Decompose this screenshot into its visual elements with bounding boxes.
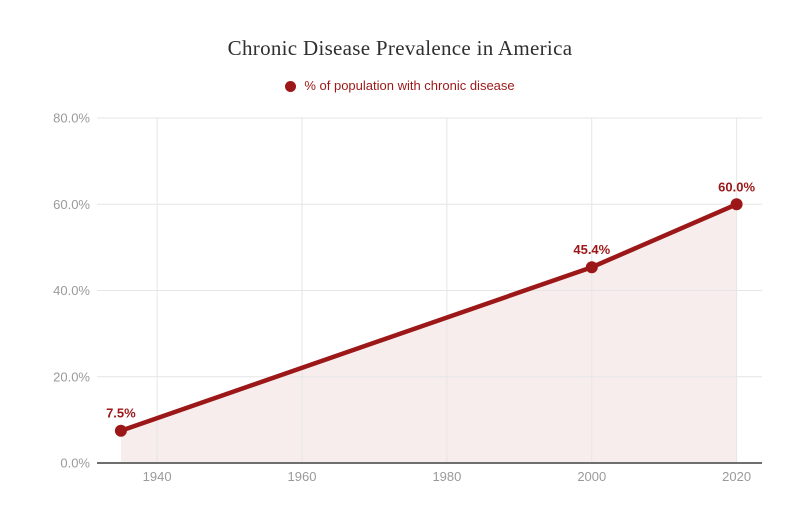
x-tick-label: 1980	[432, 469, 461, 484]
chart-legend: % of population with chronic disease	[0, 78, 800, 94]
x-tick-label: 2020	[722, 469, 751, 484]
data-point	[114, 424, 127, 437]
chart-title: Chronic Disease Prevalence in America	[227, 36, 573, 60]
data-point	[730, 198, 743, 211]
x-tick-label: 1940	[143, 469, 172, 484]
y-tick-label: 20.0%	[53, 369, 90, 384]
x-tick-label: 1960	[288, 469, 317, 484]
x-tick-label: 2000	[577, 469, 606, 484]
series-area-fill	[120, 204, 737, 464]
y-tick-label: 60.0%	[53, 197, 90, 212]
data-point-label: 45.4%	[573, 242, 610, 257]
data-point-label: 60.0%	[718, 179, 755, 194]
y-tick-label: 0.0%	[60, 456, 90, 471]
y-tick-label: 40.0%	[53, 283, 90, 298]
legend-label: % of population with chronic disease	[304, 78, 515, 93]
data-point-label: 7.5%	[106, 406, 136, 421]
legend-marker-circle-icon	[285, 80, 297, 92]
y-tick-label: 80.0%	[53, 111, 90, 126]
data-point	[585, 261, 598, 274]
